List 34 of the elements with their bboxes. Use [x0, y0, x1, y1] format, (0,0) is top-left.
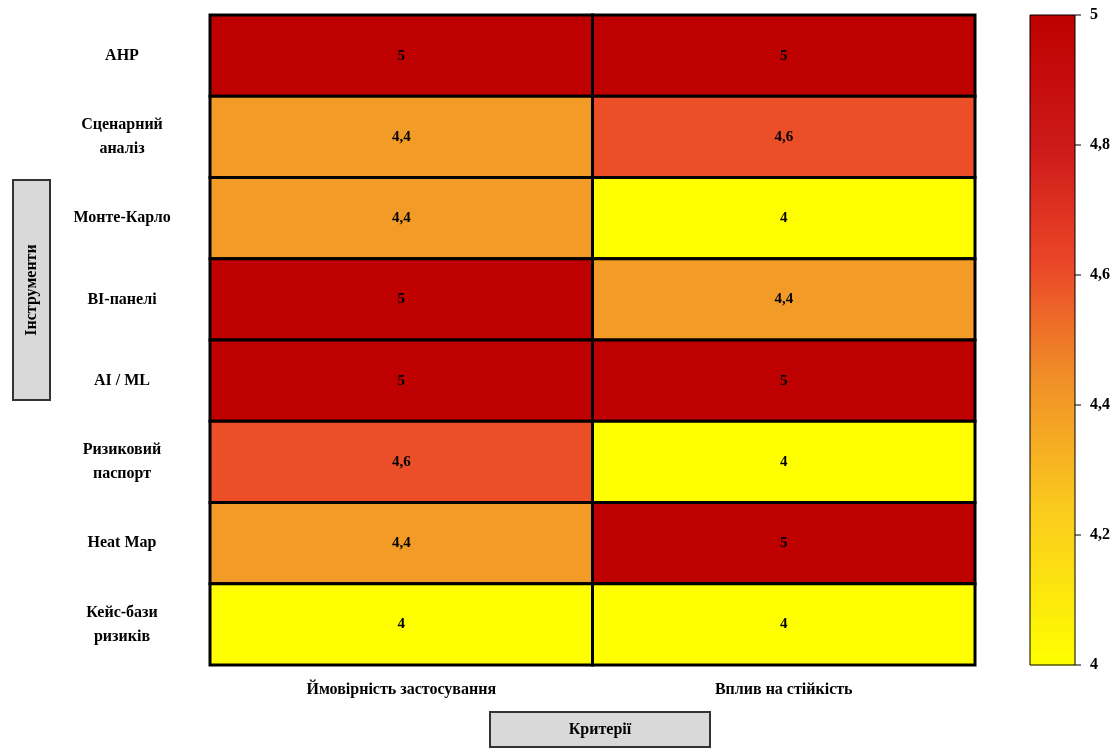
color-bar-label: 4	[1090, 655, 1098, 673]
x-tick-label: Ймовірність застосування	[306, 679, 497, 699]
color-bar-label: 4,2	[1090, 525, 1110, 543]
color-bar-label: 4,8	[1090, 135, 1110, 153]
data-label: 4	[780, 615, 788, 632]
y-tick-label: AHP	[105, 45, 140, 63]
color-bar-label: 5	[1090, 5, 1098, 23]
x-tick-label: Вплив на стійкість	[714, 680, 854, 698]
y-tick-label: Кейс-бази ризиків	[86, 602, 158, 645]
data-label: 5	[397, 290, 405, 307]
data-label: 5	[780, 371, 788, 388]
data-label: 4	[397, 615, 406, 632]
y-tick-label: Heat Map	[87, 533, 157, 552]
y-tick-label: Ризиковий паспорт	[82, 440, 162, 483]
data-label: 5	[397, 371, 405, 388]
data-label: 4,6	[391, 452, 412, 469]
y-tick-label: Сценарний аналіз	[81, 115, 163, 157]
y-tick-label: BI-панелі	[87, 289, 158, 307]
data-label: 5	[397, 46, 405, 63]
x-axis-title: Критерії	[568, 720, 632, 739]
data-label: 4,4	[774, 290, 794, 307]
data-label: 4,4	[391, 534, 412, 550]
data-label: 4,6	[774, 127, 794, 144]
data-label: 4	[780, 209, 788, 225]
color-bar-label: 4,6	[1090, 265, 1110, 283]
data-label: 5	[780, 534, 788, 550]
data-label: 4,4	[391, 209, 412, 225]
color-bar-label: 4,4	[1090, 395, 1110, 413]
y-tick-label: Монте-Карло	[73, 208, 171, 227]
data-label: 4,4	[391, 127, 412, 144]
y-axis-title: Інструменти	[22, 244, 41, 336]
data-label: 4	[780, 452, 788, 469]
data-label: 5	[780, 46, 788, 63]
y-tick-label: AI / ML	[94, 370, 150, 388]
